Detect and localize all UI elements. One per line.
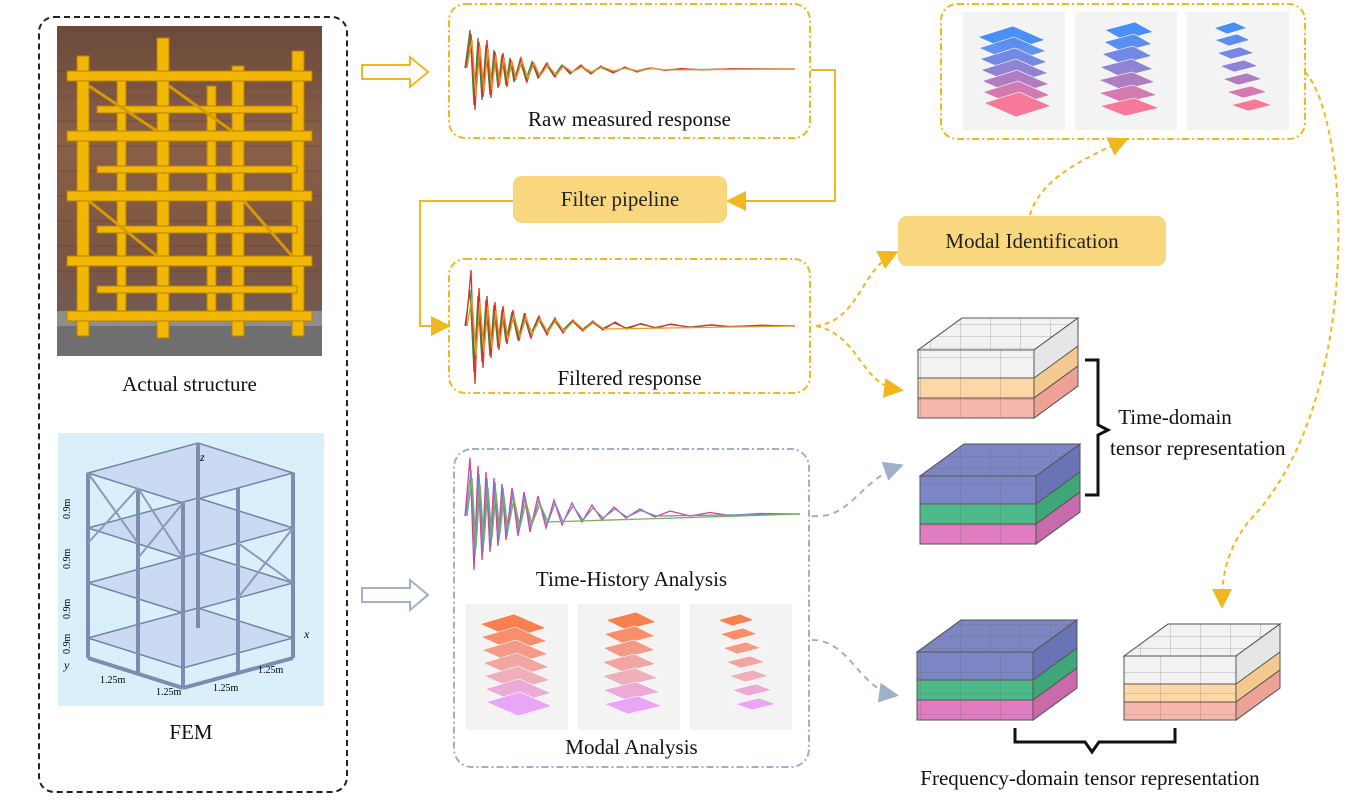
filtered-response-label: Filtered response xyxy=(557,366,702,390)
simulated-mode-2 xyxy=(578,604,680,730)
timehistory-to-time-tensor xyxy=(811,461,904,518)
frequency-domain-brace xyxy=(1013,728,1177,755)
modal-id-to-modes xyxy=(1029,137,1129,216)
filtered-waveform xyxy=(464,269,796,385)
time-domain-label-line1: Time-domain xyxy=(1118,405,1232,429)
simulation-box xyxy=(453,448,810,768)
fem-bay-width-1: 1.25m xyxy=(100,675,126,686)
modes-to-frequency-tensor xyxy=(1212,71,1340,609)
time-tensor-measured xyxy=(916,317,1080,419)
frequency-domain-label: Frequency-domain tensor representation xyxy=(920,766,1260,790)
fem-bay-width-4: 1.25m xyxy=(258,665,284,676)
hollow-arrow-measured xyxy=(361,54,430,90)
hollow-arrow-simulated xyxy=(361,577,430,613)
raw-to-filter-connector xyxy=(726,69,836,211)
modal-to-frequency-tensor xyxy=(811,639,899,703)
fem-story-height-4: 0.9m xyxy=(62,499,73,520)
fem-z-axis-label: z xyxy=(199,450,205,464)
modal-identification-pill: Modal Identification xyxy=(898,216,1166,266)
fem-bay-width-2: 1.25m xyxy=(156,687,182,698)
raw-response-label: Raw measured response xyxy=(528,107,731,131)
time-domain-brace xyxy=(1085,358,1112,497)
raw-waveform xyxy=(464,29,796,111)
fem-y-axis-label: y xyxy=(63,658,70,672)
time-history-waveform xyxy=(464,457,801,571)
fem-caption: FEM xyxy=(169,720,213,744)
fem-model-image: z x y 0.9m 0.9m 0.9m 0.9m 1.25m 1.25m 1.… xyxy=(58,433,324,706)
identified-mode-2 xyxy=(1075,12,1177,130)
structure-panel xyxy=(38,16,348,793)
fem-x-axis-label: x xyxy=(303,627,310,641)
frequency-tensor-measured xyxy=(1122,623,1282,721)
time-history-label: Time-History Analysis xyxy=(535,567,728,591)
actual-structure-photo xyxy=(57,26,322,356)
filtered-to-time-tensor xyxy=(815,325,904,398)
raw-response-box xyxy=(448,3,811,139)
actual-structure-caption: Actual structure xyxy=(122,372,257,396)
identified-mode-1 xyxy=(963,12,1065,130)
time-tensor-simulated xyxy=(918,443,1082,545)
identified-mode-3 xyxy=(1187,12,1289,130)
fem-story-height-1: 0.9m xyxy=(62,634,73,655)
fem-story-height-3: 0.9m xyxy=(62,549,73,570)
fem-bay-width-3: 1.25m xyxy=(213,683,239,694)
fem-story-height-2: 0.9m xyxy=(62,599,73,620)
frequency-tensor-simulated xyxy=(915,619,1079,721)
filter-to-filtered-connector xyxy=(419,200,513,336)
simulated-mode-1 xyxy=(466,604,568,730)
filtered-to-modal-id xyxy=(815,251,899,327)
filter-pipeline-pill: Filter pipeline xyxy=(513,176,727,223)
simulated-mode-3 xyxy=(690,604,792,730)
time-domain-label-line2: tensor representation xyxy=(1110,436,1286,460)
modal-analysis-label: Modal Analysis xyxy=(565,735,698,759)
